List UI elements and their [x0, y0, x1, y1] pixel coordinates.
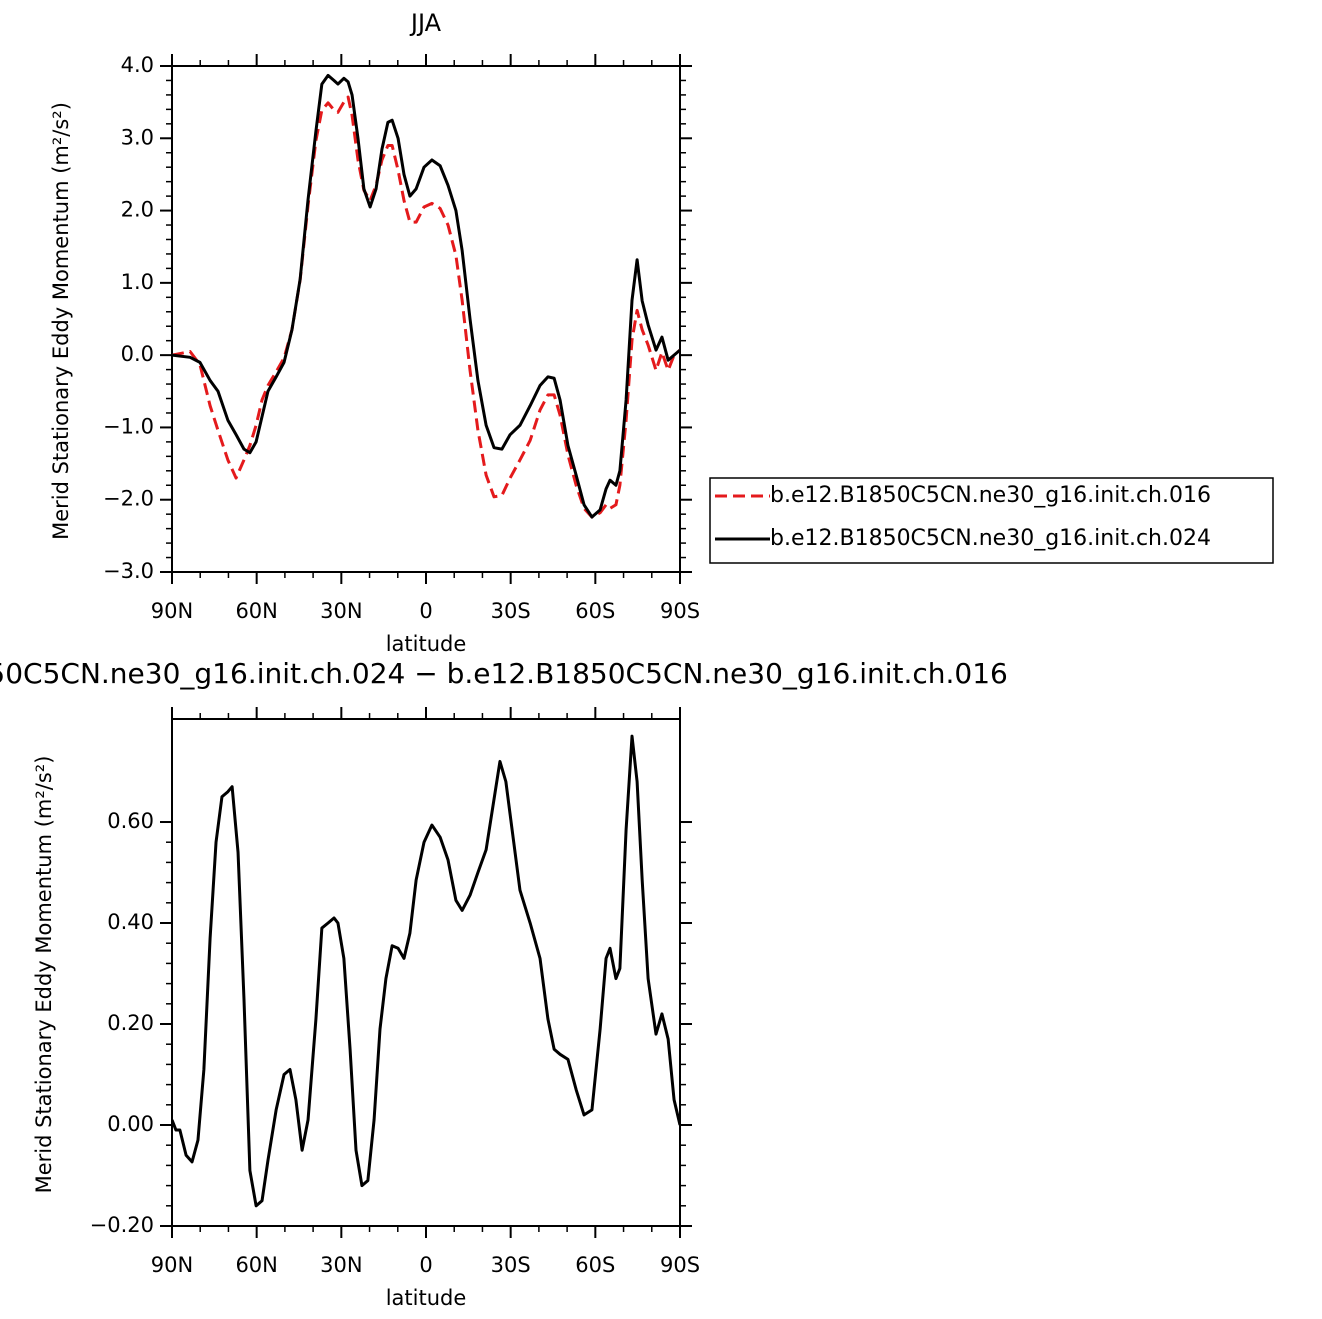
- y-tick-label: −0.20: [90, 1213, 154, 1237]
- y-tick-label: 1.0: [121, 270, 154, 294]
- x-tick-label: 30S: [491, 599, 531, 623]
- y-tick-label: −1.0: [103, 414, 154, 438]
- x-tick-label: 0: [419, 1253, 432, 1277]
- y-tick-label: 0.40: [107, 910, 154, 934]
- y-tick-label: −3.0: [103, 559, 154, 583]
- x-axis-label: latitude: [386, 632, 467, 656]
- x-tick-label: 30N: [320, 599, 362, 623]
- x-tick-label: 60S: [575, 1253, 615, 1277]
- y-tick-label: 0.00: [107, 1112, 154, 1136]
- x-tick-label: 30S: [491, 1253, 531, 1277]
- y-axis-label: Merid Stationary Eddy Momentum (m²/s²): [32, 756, 56, 1194]
- y-tick-label: 0.60: [107, 809, 154, 833]
- plot-frame: [171, 65, 681, 573]
- y-tick-label: 0.20: [107, 1011, 154, 1035]
- legend-label: b.e12.B1850C5CN.ne30_g16.init.ch.024: [770, 526, 1211, 551]
- x-tick-label: 60S: [575, 599, 615, 623]
- y-tick-label: 3.0: [121, 125, 154, 149]
- data-line: [172, 734, 680, 1208]
- y-tick-label: −2.0: [103, 487, 154, 511]
- legend-label: b.e12.B1850C5CN.ne30_g16.init.ch.016: [770, 483, 1211, 508]
- x-tick-label: 60N: [235, 1253, 277, 1277]
- x-tick-label: 90S: [660, 1253, 700, 1277]
- plot-frame: [171, 718, 681, 1227]
- x-tick-label: 0: [419, 599, 432, 623]
- chart-title: JJA: [409, 9, 442, 37]
- x-tick-label: 90N: [151, 599, 193, 623]
- y-tick-label: 2.0: [121, 198, 154, 222]
- chart-title: b.e12.B1850C5CN.ne30_g16.init.ch.024 − b…: [0, 657, 1008, 690]
- data-line: [172, 73, 680, 519]
- legend-box: [709, 477, 1274, 564]
- x-tick-label: 30N: [320, 1253, 362, 1277]
- x-tick-label: 90S: [660, 599, 700, 623]
- y-tick-label: 0.0: [121, 342, 154, 366]
- data-line: [172, 95, 680, 519]
- x-tick-label: 60N: [235, 599, 277, 623]
- x-axis-label: latitude: [386, 1286, 467, 1310]
- y-tick-label: 4.0: [121, 53, 154, 77]
- y-axis-label: Merid Stationary Eddy Momentum (m²/s²): [49, 102, 73, 540]
- x-tick-label: 90N: [151, 1253, 193, 1277]
